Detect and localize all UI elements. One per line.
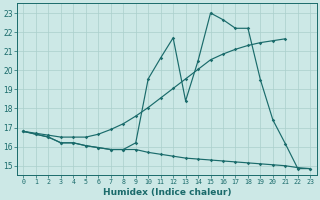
X-axis label: Humidex (Indice chaleur): Humidex (Indice chaleur)	[103, 188, 231, 197]
